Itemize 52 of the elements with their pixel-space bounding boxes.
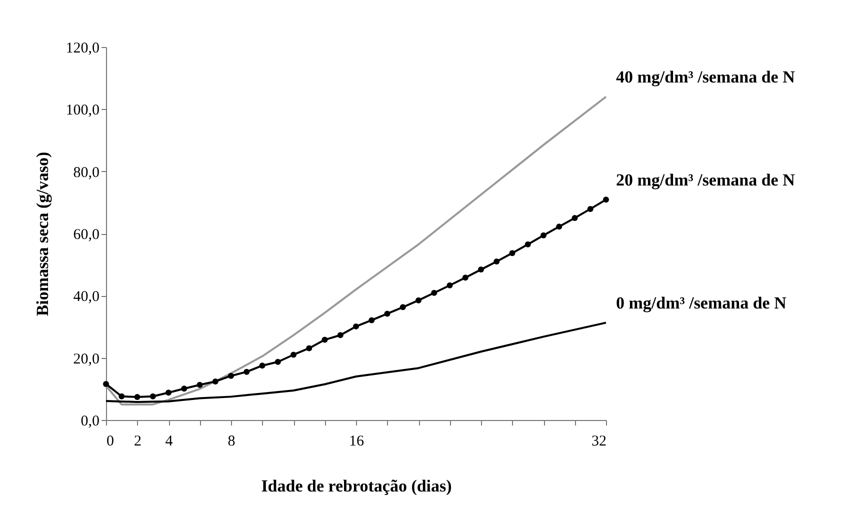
point (353, 323, 359, 330)
x-tick-label: 32 (592, 434, 606, 450)
point (103, 380, 109, 387)
point (478, 266, 484, 273)
point (556, 224, 562, 230)
x-tick-label: 8 (228, 434, 236, 450)
point (228, 372, 234, 379)
point (524, 241, 531, 248)
x-axis-title: Idade de rebrotação (dias) (261, 476, 452, 496)
y-tick-label: 60,0 (73, 227, 100, 243)
point (416, 297, 422, 304)
line-series (105, 322, 607, 403)
y-axis-title: Biomassa seca (g/vaso) (32, 152, 52, 316)
point (603, 196, 609, 203)
y-tick-label: 120,0 (66, 40, 100, 56)
x-tick-label: 2 (134, 434, 142, 450)
point (462, 274, 468, 281)
y-tick-label: 40,0 (73, 289, 100, 306)
y-tick-label: 100,0 (66, 102, 100, 119)
point (446, 282, 453, 288)
point (587, 206, 594, 212)
point (134, 394, 140, 400)
y-tick-label: 80,0 (73, 164, 100, 181)
series-label: 40 mg/dm³ /semana de N (616, 68, 796, 87)
point (337, 332, 344, 338)
point (572, 214, 578, 221)
point (244, 368, 250, 375)
point (509, 250, 516, 256)
point (181, 386, 188, 392)
point (431, 290, 438, 296)
point (150, 393, 156, 400)
series-label: 20 mg/dm³ /semana de N (616, 170, 796, 190)
point (212, 378, 218, 384)
point (274, 358, 281, 365)
point (306, 345, 312, 352)
series-label: 0 mg/dm³ /semana de N (616, 294, 788, 313)
x-tick-label: 16 (349, 434, 364, 450)
point (166, 390, 172, 396)
x-tick-label: 4 (165, 434, 174, 450)
point (259, 362, 266, 369)
point (400, 304, 406, 310)
point (384, 310, 390, 317)
point (322, 336, 328, 343)
point (540, 232, 546, 238)
point (368, 317, 375, 324)
x-tick-label: 0 (106, 434, 114, 450)
point (290, 352, 296, 358)
point (196, 382, 203, 388)
y-tick-label: 0,0 (80, 414, 100, 430)
y-tick-label: 20,0 (73, 351, 100, 368)
point (494, 258, 500, 264)
point (118, 393, 125, 400)
